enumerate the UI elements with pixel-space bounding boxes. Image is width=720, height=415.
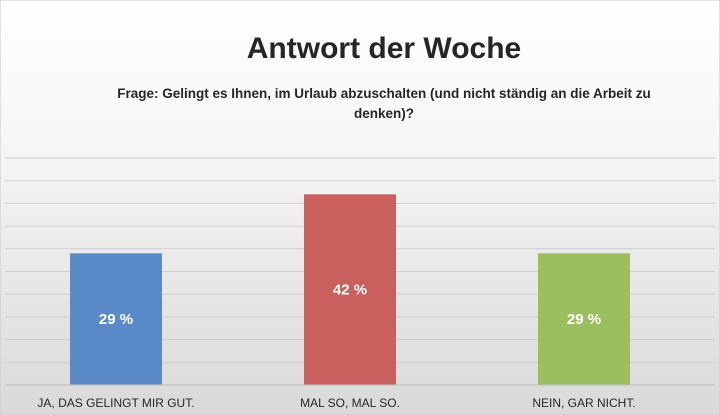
bar-1 bbox=[70, 253, 162, 385]
data-label-2: 42 % bbox=[333, 282, 367, 299]
bar-2 bbox=[304, 194, 396, 385]
bars bbox=[70, 194, 630, 385]
category-labels: JA, DAS GELINGT MIR GUT. MAL SO, MAL SO. N… bbox=[37, 396, 635, 410]
chart-subtitle-line-2: denken)? bbox=[354, 106, 414, 121]
category-label-2: MAL SO, MAL SO. bbox=[300, 396, 400, 410]
category-label-1: JA, DAS GELINGT MIR GUT. bbox=[37, 396, 194, 410]
bar-3 bbox=[538, 253, 630, 385]
chart-subtitle-line-1: Frage: Gelingt es Ihnen, im Urlaub abzus… bbox=[117, 86, 651, 101]
data-label-1: 29 % bbox=[99, 311, 133, 328]
category-label-3: NEIN, GAR NICHT. bbox=[532, 396, 635, 410]
chart-title: Antwort der Woche bbox=[247, 32, 521, 65]
data-label-3: 29 % bbox=[567, 311, 601, 328]
data-labels: 29 % 42 % 29 % bbox=[99, 282, 601, 329]
